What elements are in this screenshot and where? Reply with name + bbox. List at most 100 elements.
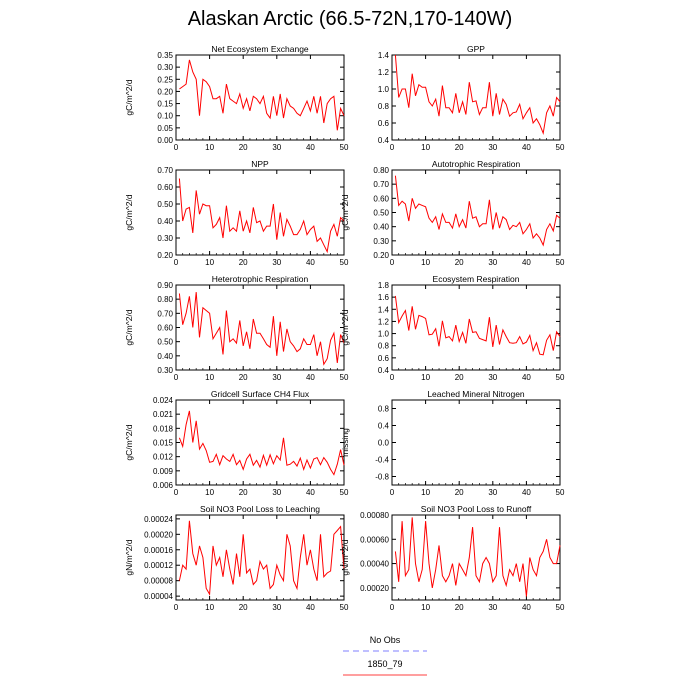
y-tick-label: 0.00004 bbox=[144, 592, 173, 601]
x-tick-label: 30 bbox=[488, 488, 497, 497]
panel-title: Leached Mineral Nitrogen bbox=[427, 389, 525, 399]
y-tick-label: 1.0 bbox=[378, 85, 390, 94]
y-tick-label: 0.4 bbox=[378, 422, 390, 431]
y-tick-label: 0.50 bbox=[157, 338, 173, 347]
panel-title: NPP bbox=[251, 159, 269, 169]
x-tick-label: 40 bbox=[306, 258, 315, 267]
y-axis-label: gC/m^2/d bbox=[124, 194, 134, 230]
x-tick-label: 10 bbox=[421, 143, 430, 152]
y-tick-label: 0.50 bbox=[373, 209, 389, 218]
y-axis-label: gC/m^2/d bbox=[340, 194, 350, 230]
x-tick-label: 30 bbox=[488, 143, 497, 152]
y-tick-label: -0.8 bbox=[375, 473, 389, 482]
plot-frame bbox=[175, 399, 345, 486]
x-tick-label: 0 bbox=[390, 488, 395, 497]
x-tick-label: 0 bbox=[390, 258, 395, 267]
x-tick-label: 20 bbox=[455, 143, 464, 152]
x-tick-label: 30 bbox=[272, 488, 281, 497]
y-tick-label: 0.024 bbox=[153, 396, 174, 405]
y-tick-label: 1.2 bbox=[378, 68, 390, 77]
x-tick-label: 40 bbox=[306, 488, 315, 497]
y-tick-label: 0.40 bbox=[157, 352, 173, 361]
x-tick-label: 0 bbox=[174, 143, 179, 152]
y-tick-label: 0.8 bbox=[378, 342, 390, 351]
y-tick-label: 0.4 bbox=[378, 136, 390, 145]
chart-panel: Autotrophic Respiration gC/m^2/d 0 10 20 30 40… bbox=[340, 159, 565, 267]
panel-title: Net Ecosystem Exchange bbox=[211, 44, 309, 54]
x-tick-label: 40 bbox=[522, 488, 531, 497]
y-tick-label: 0.021 bbox=[153, 410, 174, 419]
y-tick-label: 0.30 bbox=[157, 366, 173, 375]
y-tick-label: 0.015 bbox=[153, 439, 174, 448]
y-tick-label: 0.20 bbox=[157, 87, 173, 96]
y-tick-label: 0.35 bbox=[157, 51, 173, 60]
y-tick-label: 0.00020 bbox=[144, 530, 173, 539]
y-tick-label: 0.0 bbox=[378, 439, 390, 448]
chart-panel: GPP 0 10 20 30 40 50 0.4 0.6 0.8 1.0 1.2 1.4 bbox=[378, 44, 565, 152]
y-tick-label: 0.00 bbox=[157, 136, 173, 145]
y-tick-label: 0.05 bbox=[157, 124, 173, 133]
y-tick-label: 0.00024 bbox=[144, 515, 173, 524]
plot-frame bbox=[391, 284, 561, 371]
x-tick-label: 20 bbox=[239, 258, 248, 267]
x-tick-label: 30 bbox=[488, 603, 497, 612]
y-tick-label: 1.0 bbox=[378, 330, 390, 339]
x-tick-label: 20 bbox=[455, 603, 464, 612]
x-tick-label: 40 bbox=[306, 603, 315, 612]
y-tick-label: 0.006 bbox=[153, 481, 174, 490]
y-tick-label: 0.15 bbox=[157, 100, 173, 109]
y-tick-label: 0.30 bbox=[157, 234, 173, 243]
x-tick-label: 30 bbox=[488, 258, 497, 267]
series-line bbox=[394, 295, 561, 356]
x-tick-label: 50 bbox=[556, 258, 565, 267]
y-tick-label: 0.30 bbox=[373, 237, 389, 246]
y-tick-label: 1.8 bbox=[378, 281, 390, 290]
y-axis-label: gC/m^2/d bbox=[340, 309, 350, 345]
y-tick-label: 0.012 bbox=[153, 453, 174, 462]
x-tick-label: 20 bbox=[239, 603, 248, 612]
x-tick-label: 10 bbox=[205, 143, 214, 152]
x-tick-label: 10 bbox=[205, 258, 214, 267]
y-tick-label: 0.60 bbox=[157, 324, 173, 333]
x-tick-label: 0 bbox=[174, 603, 179, 612]
y-tick-label: 1.6 bbox=[378, 293, 390, 302]
y-tick-label: 0.40 bbox=[157, 217, 173, 226]
y-tick-label: 1.4 bbox=[378, 51, 390, 60]
y-tick-label: 0.00080 bbox=[360, 511, 389, 520]
x-tick-label: 40 bbox=[522, 143, 531, 152]
y-tick-label: 0.8 bbox=[378, 102, 390, 111]
series-line bbox=[179, 59, 345, 131]
series-line bbox=[394, 54, 561, 136]
x-tick-label: 20 bbox=[455, 258, 464, 267]
y-tick-label: 0.30 bbox=[157, 63, 173, 72]
x-tick-label: 40 bbox=[522, 258, 531, 267]
y-axis-label: gC/m^2/d bbox=[124, 424, 134, 460]
y-tick-label: 0.4 bbox=[378, 366, 390, 375]
y-tick-label: 0.6 bbox=[378, 119, 390, 128]
x-tick-label: 10 bbox=[205, 488, 214, 497]
y-axis-label: gC/m^2/d bbox=[124, 79, 134, 115]
x-tick-label: 10 bbox=[421, 373, 430, 382]
y-tick-label: 0.00012 bbox=[144, 561, 173, 570]
x-tick-label: 10 bbox=[205, 603, 214, 612]
x-tick-label: 0 bbox=[390, 603, 395, 612]
series-line bbox=[178, 178, 345, 254]
y-tick-label: 0.20 bbox=[373, 251, 389, 260]
chart-panel: NPP gC/m^2/d 0 10 20 30 40 50 0.20 0.30 0.40 0.50 0.… bbox=[124, 159, 349, 267]
x-tick-label: 10 bbox=[205, 373, 214, 382]
plot-frame bbox=[391, 399, 561, 486]
y-tick-label: 0.70 bbox=[157, 166, 173, 175]
x-tick-label: 10 bbox=[421, 258, 430, 267]
x-tick-label: 20 bbox=[239, 488, 248, 497]
x-tick-label: 20 bbox=[455, 488, 464, 497]
y-tick-label: 0.60 bbox=[157, 183, 173, 192]
y-axis-label: missing bbox=[340, 428, 350, 457]
plot-frame bbox=[391, 169, 561, 256]
x-tick-label: 10 bbox=[421, 488, 430, 497]
chart-panel: Leached Mineral Nitrogen missing 0 10 20 30 40… bbox=[340, 389, 565, 497]
y-tick-label: 0.25 bbox=[157, 75, 173, 84]
plot-frame bbox=[391, 514, 561, 601]
x-tick-label: 10 bbox=[421, 603, 430, 612]
figure-title: Alaskan Arctic (66.5-72N,170-140W) bbox=[187, 8, 513, 30]
x-tick-label: 50 bbox=[340, 258, 349, 267]
